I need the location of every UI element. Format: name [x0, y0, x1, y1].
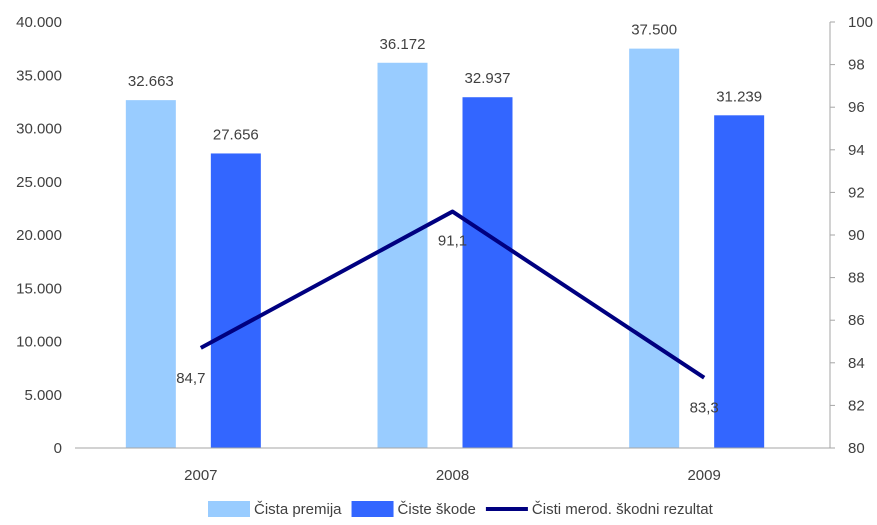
bar-1-2	[714, 115, 765, 448]
bar-0-1	[377, 62, 428, 449]
y-left-tick-label: 40.000	[16, 14, 62, 31]
labels-layer: 32.663 36.172 37.500 27.656 32.937 31.239 84,7…	[128, 22, 762, 417]
bar-data-label: 27.656	[213, 126, 259, 143]
legend-label: Čista premija	[254, 501, 342, 518]
y-right-tick-label: 100	[848, 14, 873, 31]
y-right-tick-label: 82	[848, 397, 865, 414]
y-right-tick-label: 90	[848, 227, 865, 244]
bar-data-label: 32.663	[128, 73, 174, 90]
bar-data-label: 37.500	[631, 22, 677, 39]
y-right-tick-label: 86	[848, 312, 865, 329]
y-right-tick-label: 80	[848, 440, 865, 457]
y-left-tick-label: 25.000	[16, 174, 62, 191]
y-left-tick-label: 30.000	[16, 121, 62, 138]
legend: Čista premija Čiste škode Čisti merod. ško…	[208, 501, 714, 518]
x-tick-label: 2009	[687, 467, 720, 484]
bar-1-1	[462, 97, 513, 448]
y-right-tick-label: 94	[848, 142, 865, 159]
y-right-tick-label: 88	[848, 270, 865, 287]
x-tick-label: 2007	[184, 467, 217, 484]
bar-data-label: 31.239	[716, 88, 762, 105]
y-right-tick-label: 98	[848, 57, 865, 74]
y-right-tick-label: 96	[848, 99, 865, 116]
y-right-tick-label: 92	[848, 184, 865, 201]
bar-data-label: 32.937	[465, 70, 511, 87]
bar-0-0	[125, 100, 176, 449]
bar-1-0	[210, 153, 261, 448]
legend-swatch-0	[208, 501, 250, 517]
line-data-label: 91,1	[438, 233, 467, 250]
y-left-tick-label: 35.000	[16, 67, 62, 84]
y-left-tick-label: 10.000	[16, 334, 62, 351]
axes-layer: 0 5.000 10.000 15.000 20.000 25.000 30.000 35.0…	[16, 14, 873, 484]
y-left-tick-label: 0	[54, 440, 62, 457]
bar-data-label: 36.172	[380, 36, 426, 53]
line-data-label: 83,3	[690, 400, 719, 417]
legend-swatch-1	[351, 501, 394, 517]
line-series	[199, 209, 706, 380]
legend-label: Čiste škode	[398, 501, 476, 518]
legend-label: Čisti merod. škodni rezultat	[532, 501, 714, 518]
bar-0-2	[629, 48, 680, 448]
line-data-label: 84,7	[176, 370, 205, 387]
y-left-tick-label: 15.000	[16, 280, 62, 297]
x-tick-label: 2008	[436, 467, 469, 484]
y-left-tick-label: 20.000	[16, 227, 62, 244]
y-left-tick-label: 5.000	[24, 387, 62, 404]
bars-layer	[125, 48, 765, 449]
line-layer	[199, 209, 706, 380]
y-right-tick-label: 84	[848, 355, 865, 372]
